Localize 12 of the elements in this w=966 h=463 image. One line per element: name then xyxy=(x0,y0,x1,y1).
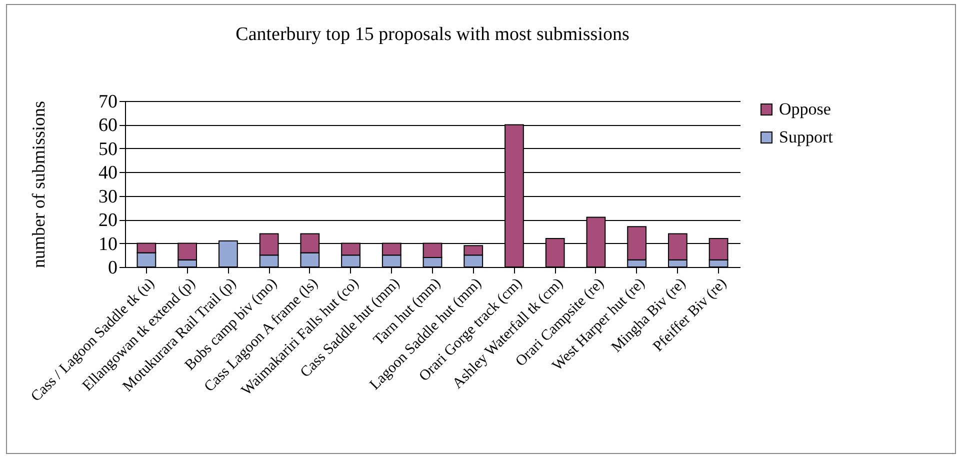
y-tick-label: 0 xyxy=(108,258,118,278)
y-tick-label: 30 xyxy=(98,186,118,208)
y-axis-title: number of submissions xyxy=(28,100,48,268)
y-tick-label: 60 xyxy=(98,115,118,136)
y-tick-label: 20 xyxy=(98,210,118,232)
chart-title: Canterbury top 15 proposals with most submissions xyxy=(236,24,630,45)
y-tick-label: 10 xyxy=(98,234,118,255)
y-tick-label: 40 xyxy=(98,162,118,184)
y-tick-label: 50 xyxy=(98,138,118,160)
legend-label: Oppose xyxy=(779,100,831,118)
y-tick-label: 70 xyxy=(98,92,118,112)
legend-label: Support xyxy=(779,128,834,146)
